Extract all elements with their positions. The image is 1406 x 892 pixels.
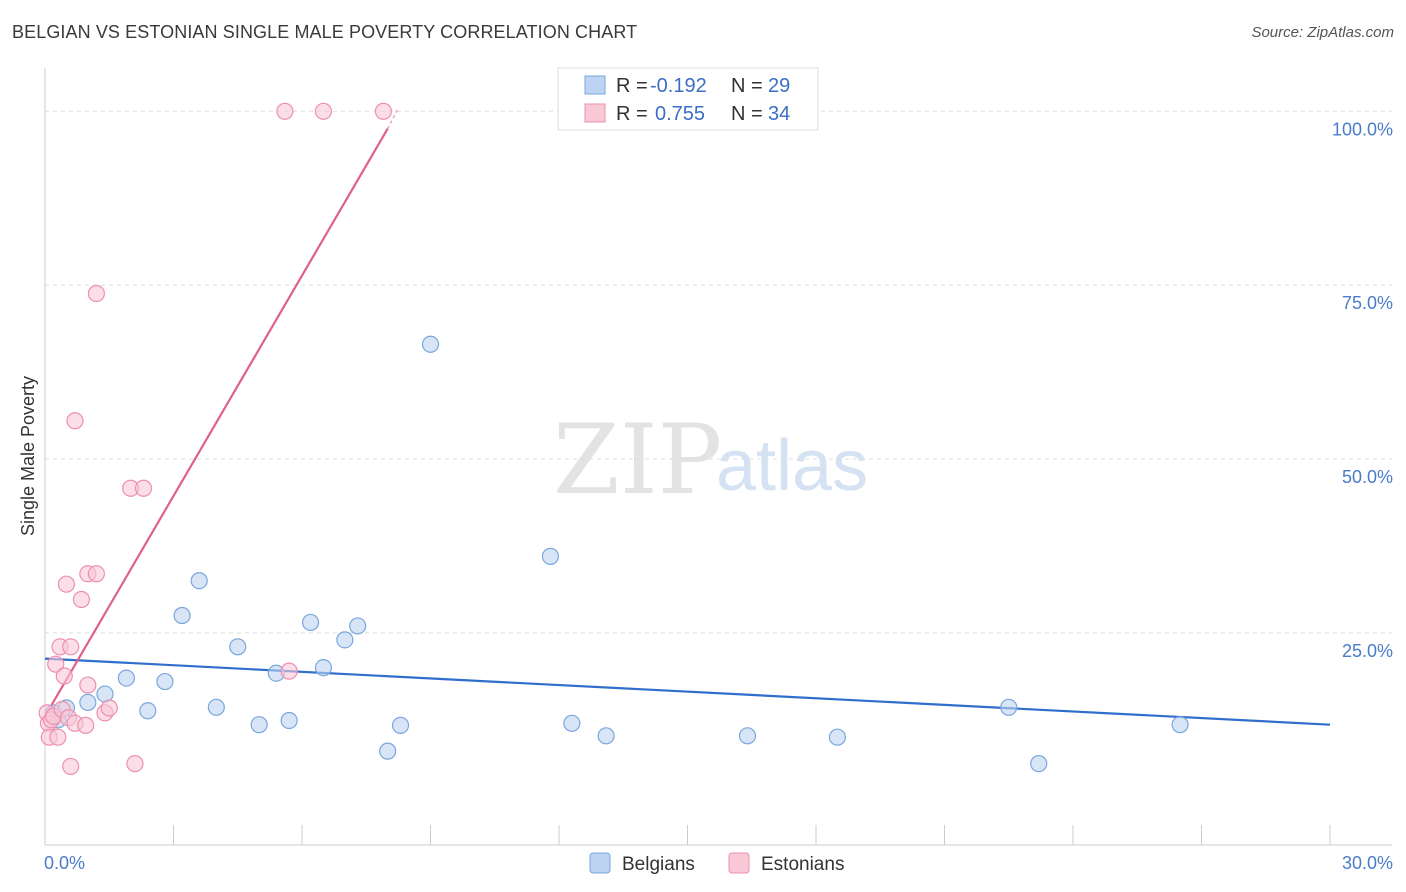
x-tick-label-min: 0.0% bbox=[44, 853, 85, 873]
point-estonians bbox=[126, 755, 144, 773]
legend-n-label-1: N = bbox=[731, 75, 763, 97]
y-axis-label: Single Male Poverty bbox=[18, 376, 38, 536]
point-belgians bbox=[421, 335, 440, 353]
y-tick-label-75: 75.0% bbox=[1342, 293, 1393, 313]
point-estonians bbox=[79, 676, 97, 694]
point-belgians bbox=[156, 672, 174, 691]
chart-title: BELGIAN VS ESTONIAN SINGLE MALE POVERTY … bbox=[12, 22, 638, 42]
point-belgians bbox=[207, 698, 225, 716]
point-belgians bbox=[229, 638, 247, 656]
series-legend: Belgians Estonians bbox=[589, 852, 844, 875]
point-estonians bbox=[47, 655, 65, 673]
point-belgians bbox=[349, 617, 367, 635]
point-belgians bbox=[391, 716, 410, 734]
point-estonians bbox=[87, 284, 106, 303]
stats-legend: R = -0.192 N = 29 R = 0.755 N = 34 bbox=[557, 67, 819, 131]
legend-n-label-2: N = bbox=[731, 103, 763, 125]
legend-n-value-2: 34 bbox=[768, 103, 790, 125]
legend-r-value-1: -0.192 bbox=[650, 75, 707, 97]
point-estonians bbox=[49, 728, 67, 746]
point-estonians bbox=[62, 757, 80, 776]
watermark-atlas: atlas bbox=[716, 426, 868, 506]
point-belgians bbox=[173, 606, 191, 625]
source-credit: Source: ZipAtlas.com bbox=[1251, 24, 1394, 41]
axes: 25.0% 50.0% 75.0% 100.0% 0.0% 30.0% bbox=[44, 68, 1393, 873]
bottom-legend-label-belgians: Belgians bbox=[622, 854, 695, 875]
point-belgians bbox=[738, 727, 757, 745]
legend-swatch-belgians bbox=[584, 75, 606, 95]
legend-r-label-1: R = bbox=[616, 75, 648, 97]
point-belgians bbox=[79, 693, 97, 712]
point-estonians bbox=[62, 638, 80, 656]
legend-n-value-1: 29 bbox=[768, 75, 790, 97]
point-belgians bbox=[1171, 716, 1189, 734]
point-estonians bbox=[66, 412, 84, 430]
grid-lines bbox=[45, 110, 1392, 634]
point-estonians bbox=[276, 102, 294, 120]
point-estonians bbox=[55, 667, 73, 685]
point-belgians bbox=[828, 728, 847, 746]
point-estonians bbox=[280, 662, 298, 680]
point-estonians bbox=[314, 102, 333, 120]
legend-r-value-2: 0.755 bbox=[655, 103, 705, 125]
point-belgians bbox=[280, 711, 298, 730]
trendline-extension-estonians bbox=[386, 107, 400, 130]
trendline-estonians bbox=[44, 128, 389, 717]
y-tick-label-50: 50.0% bbox=[1342, 467, 1393, 487]
point-estonians bbox=[374, 102, 392, 120]
bottom-legend-label-estonians: Estonians bbox=[761, 854, 844, 875]
point-belgians bbox=[1000, 698, 1018, 716]
point-belgians bbox=[314, 659, 333, 677]
y-tick-label-25: 25.0% bbox=[1342, 641, 1393, 661]
point-belgians bbox=[1030, 755, 1048, 773]
point-estonians bbox=[134, 479, 153, 497]
point-estonians bbox=[87, 565, 106, 583]
point-belgians bbox=[563, 714, 581, 732]
point-belgians bbox=[190, 572, 208, 590]
legend-swatch-estonians bbox=[584, 103, 606, 123]
point-belgians bbox=[541, 547, 560, 565]
point-belgians bbox=[301, 613, 320, 632]
y-tick-label-100: 100.0% bbox=[1332, 119, 1393, 139]
trend-lines bbox=[44, 107, 1331, 726]
point-belgians bbox=[117, 669, 135, 687]
legend-r-label-2: R = bbox=[616, 103, 648, 125]
point-belgians bbox=[379, 742, 397, 760]
point-estonians bbox=[57, 575, 76, 593]
point-belgians bbox=[597, 727, 615, 745]
data-points bbox=[38, 102, 1189, 776]
point-belgians bbox=[139, 702, 157, 720]
watermark-zip: ZIP bbox=[553, 404, 722, 516]
trendline-belgians bbox=[44, 657, 1331, 726]
point-estonians bbox=[77, 716, 95, 734]
point-estonians bbox=[72, 590, 91, 609]
bottom-legend-swatch-estonians bbox=[728, 852, 750, 874]
point-belgians bbox=[250, 716, 268, 734]
point-belgians bbox=[336, 631, 354, 649]
point-estonians bbox=[100, 699, 118, 717]
bottom-legend-swatch-belgians bbox=[589, 852, 611, 874]
x-tick-label-max: 30.0% bbox=[1342, 853, 1393, 873]
